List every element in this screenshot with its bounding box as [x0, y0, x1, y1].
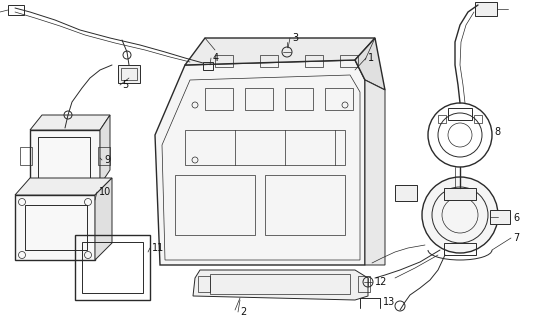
Text: 10: 10 — [99, 187, 111, 197]
Circle shape — [422, 177, 498, 253]
Bar — [8, 5, 24, 15]
Text: 9: 9 — [104, 155, 110, 165]
Bar — [395, 185, 417, 201]
Text: 1: 1 — [368, 53, 374, 63]
Bar — [444, 243, 476, 255]
Polygon shape — [193, 270, 368, 300]
Polygon shape — [355, 38, 385, 90]
Bar — [340, 55, 358, 67]
Bar — [185, 130, 345, 165]
Bar — [205, 88, 233, 110]
Bar — [30, 130, 100, 185]
Bar — [245, 88, 273, 110]
Text: 7: 7 — [513, 233, 519, 243]
Bar — [203, 62, 213, 70]
Text: 4: 4 — [213, 53, 219, 63]
Bar — [265, 175, 345, 235]
Bar — [15, 195, 95, 260]
Bar — [358, 276, 370, 292]
Bar — [215, 55, 233, 67]
Bar — [325, 88, 353, 110]
Polygon shape — [100, 115, 110, 185]
Bar — [475, 2, 497, 16]
Polygon shape — [185, 38, 375, 65]
Bar — [175, 175, 255, 235]
Text: 12: 12 — [375, 277, 387, 287]
Polygon shape — [30, 115, 110, 130]
Bar — [444, 188, 476, 200]
Bar — [75, 235, 150, 300]
Bar — [198, 276, 210, 292]
Bar — [82, 242, 143, 293]
Bar — [98, 147, 110, 165]
Text: 6: 6 — [513, 213, 519, 223]
Bar — [260, 55, 278, 67]
Bar — [305, 55, 323, 67]
Text: 2: 2 — [240, 307, 246, 317]
Polygon shape — [95, 178, 112, 260]
Bar — [121, 68, 137, 80]
Text: 11: 11 — [152, 243, 164, 253]
Text: 8: 8 — [494, 127, 500, 137]
Bar — [438, 115, 446, 123]
Bar — [285, 88, 313, 110]
Bar — [20, 147, 32, 165]
Bar — [490, 210, 510, 224]
Polygon shape — [365, 80, 385, 265]
Text: 5: 5 — [122, 80, 128, 90]
Bar — [448, 108, 472, 120]
Text: 3: 3 — [292, 33, 298, 43]
Polygon shape — [155, 60, 365, 265]
Bar — [25, 205, 87, 250]
Bar — [474, 115, 482, 123]
Text: 13: 13 — [383, 297, 395, 307]
Polygon shape — [15, 178, 112, 195]
Bar — [118, 65, 140, 83]
Bar — [210, 274, 350, 294]
Bar — [38, 137, 90, 179]
